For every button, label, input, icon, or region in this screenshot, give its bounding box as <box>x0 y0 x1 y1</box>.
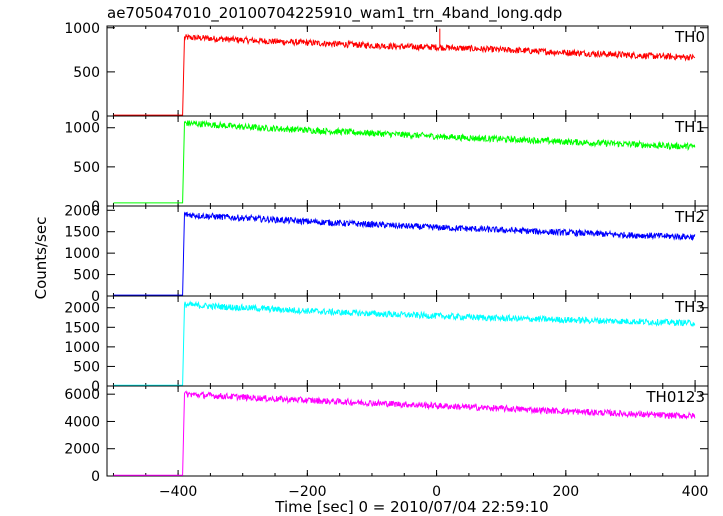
y-tick-label: 1500 <box>64 320 100 336</box>
y-tick-label: 0 <box>91 289 100 305</box>
panels-group: 0 500 1000 TH0 0 500 1000 TH1 0 500 1000 1500 2000 TH… <box>64 21 709 485</box>
y-tick-label: 500 <box>73 268 100 284</box>
x-tick-label: −400 <box>159 484 197 500</box>
y-tick-label: 0 <box>91 469 100 485</box>
y-tick-label: 500 <box>73 160 100 176</box>
panel-frame <box>106 205 709 297</box>
y-tick-label: 4000 <box>64 414 100 430</box>
y-tick-label: 2000 <box>64 301 100 317</box>
y-tick-label: 1000 <box>64 246 100 262</box>
x-axis-label: Time [sec] 0 = 2010/07/04 22:59:10 <box>274 498 548 516</box>
y-tick-label: 6000 <box>64 387 100 403</box>
panel-th0: 0 500 1000 TH0 <box>64 21 709 125</box>
y-tick-label: 1000 <box>64 340 100 356</box>
y-tick-label: 0 <box>91 379 100 395</box>
series-line-th3 <box>113 300 696 386</box>
y-tick-label: 500 <box>73 65 100 81</box>
x-tick-label: 400 <box>682 484 709 500</box>
panel-frame <box>106 295 709 387</box>
panel-label: TH2 <box>674 208 705 226</box>
panel-th2: 0 500 1000 1500 2000 TH2 <box>64 203 709 305</box>
x-tick-label: 200 <box>552 484 579 500</box>
series-line-th2 <box>113 211 696 296</box>
y-axis-label: Counts/sec <box>32 217 50 300</box>
panel-th0123: 0 2000 4000 6000 TH0123 <box>64 385 709 485</box>
chart-title: ae705047010_20100704225910_wam1_trn_4ban… <box>107 4 562 23</box>
x-tick-label: −200 <box>288 484 326 500</box>
y-tick-label: 2000 <box>64 442 100 458</box>
panel-label: TH1 <box>674 118 705 136</box>
panel-frame <box>106 385 709 477</box>
panel-th1: 0 500 1000 TH1 <box>64 115 709 215</box>
panel-frame <box>106 115 709 207</box>
panel-label: TH0123 <box>645 388 705 406</box>
x-axis: −400 −200 0 200 400 <box>159 484 709 500</box>
panel-label: TH0 <box>674 28 705 46</box>
y-tick-label: 2000 <box>64 203 100 219</box>
y-tick-label: 0 <box>91 109 100 125</box>
y-tick-label: 0 <box>91 199 100 215</box>
y-tick-label: 1000 <box>64 21 100 37</box>
series-line-th0 <box>113 33 696 116</box>
series-line-th0123 <box>113 390 696 476</box>
panel-label: TH3 <box>674 298 705 316</box>
x-tick-label: 0 <box>432 484 441 500</box>
y-tick-label: 1000 <box>64 121 100 137</box>
panel-th3: 0 500 1000 1500 2000 TH3 <box>64 295 709 395</box>
y-tick-label: 1500 <box>64 225 100 241</box>
series-line-th1 <box>113 119 696 204</box>
y-tick-label: 500 <box>73 359 100 375</box>
